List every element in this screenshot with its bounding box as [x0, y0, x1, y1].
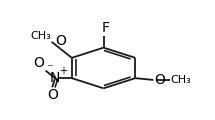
Text: CH₃: CH₃ [30, 31, 51, 42]
Text: F: F [101, 21, 109, 35]
Text: O: O [47, 88, 58, 102]
Text: +: + [59, 66, 67, 76]
Text: ⁻: ⁻ [46, 62, 53, 75]
Text: CH₃: CH₃ [171, 75, 192, 85]
Text: O: O [55, 34, 66, 48]
Text: O: O [154, 73, 165, 87]
Text: N: N [50, 71, 60, 85]
Text: O: O [33, 56, 44, 70]
